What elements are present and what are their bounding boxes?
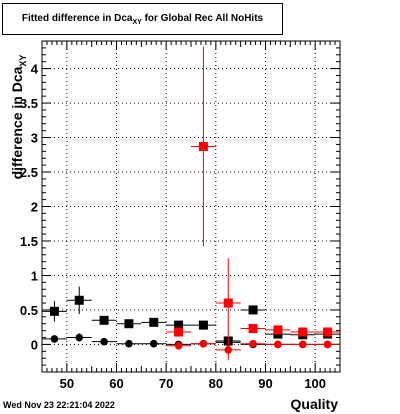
square-marker: [99, 315, 109, 325]
circle-marker: [149, 339, 158, 348]
y-axis-label: difference in DcaXY: [8, 42, 28, 192]
square-marker: [174, 320, 184, 330]
ticks-layer: 50 60 70 80 90 100 0 0.5 1 1.5 2 2.5 3 3.5 4: [20, 41, 340, 391]
square-marker: [223, 298, 233, 308]
y-axis-label-subscript: XY: [18, 54, 28, 67]
square-marker: [174, 327, 184, 337]
square-marker: [198, 320, 208, 330]
square-marker: [273, 325, 283, 335]
square-marker: [248, 324, 258, 334]
y-axis-label-wrap: difference in DcaXY: [2, 40, 28, 192]
x-tick-label: 50: [60, 376, 74, 391]
circle-marker: [50, 335, 59, 343]
circle-marker: [249, 339, 257, 348]
timestamp-footer: Wed Nov 23 22:21:04 2022: [3, 400, 115, 410]
grid-layer: [42, 41, 340, 372]
square-marker: [298, 327, 308, 337]
circle-marker: [199, 339, 208, 348]
square-marker: [49, 306, 59, 316]
x-tick-label: 70: [159, 376, 173, 391]
y-tick-label: 2: [31, 200, 38, 215]
circle-marker: [224, 346, 233, 354]
square-marker: [248, 305, 258, 315]
circle-marker: [298, 340, 307, 349]
chart-title-subscript: XY: [132, 19, 142, 26]
data-layer: [42, 46, 340, 361]
square-marker: [323, 327, 333, 337]
y-tick-label: 3.5: [20, 96, 38, 111]
y-axis-label-main: difference in Dca: [9, 66, 25, 180]
circle-marker: [174, 341, 183, 350]
circle-marker: [323, 340, 332, 349]
square-marker: [124, 319, 134, 329]
y-tick-label: 3: [31, 131, 38, 146]
y-tick-label: 0.5: [20, 303, 38, 318]
chart-title-rest: for Global Rec All NoHits: [141, 13, 264, 24]
circle-marker: [75, 333, 84, 342]
x-axis-label: Quality: [290, 396, 338, 412]
square-marker: [198, 142, 208, 152]
square-marker: [74, 295, 84, 305]
x-tick-label: 100: [304, 376, 326, 391]
chart-title-main: Fitted difference in Dca: [21, 13, 133, 24]
square-marker: [149, 317, 159, 327]
y-tick-label: 1.5: [20, 234, 38, 249]
chart-title-box: Fitted difference in DcaXY for Global Re…: [2, 3, 283, 35]
x-tick-label: 90: [258, 376, 272, 391]
y-tick-label: 0: [31, 337, 38, 352]
chart-title: Fitted difference in DcaXY for Global Re…: [3, 4, 282, 34]
x-tick-label: 60: [109, 376, 123, 391]
x-tick-label: 80: [209, 376, 223, 391]
y-tick-label: 4: [31, 62, 39, 77]
circle-marker: [125, 339, 133, 348]
y-tick-label: 1: [31, 268, 38, 283]
y-tick-label: 2.5: [20, 165, 38, 180]
circle-marker: [274, 340, 282, 349]
circle-marker: [100, 337, 108, 346]
